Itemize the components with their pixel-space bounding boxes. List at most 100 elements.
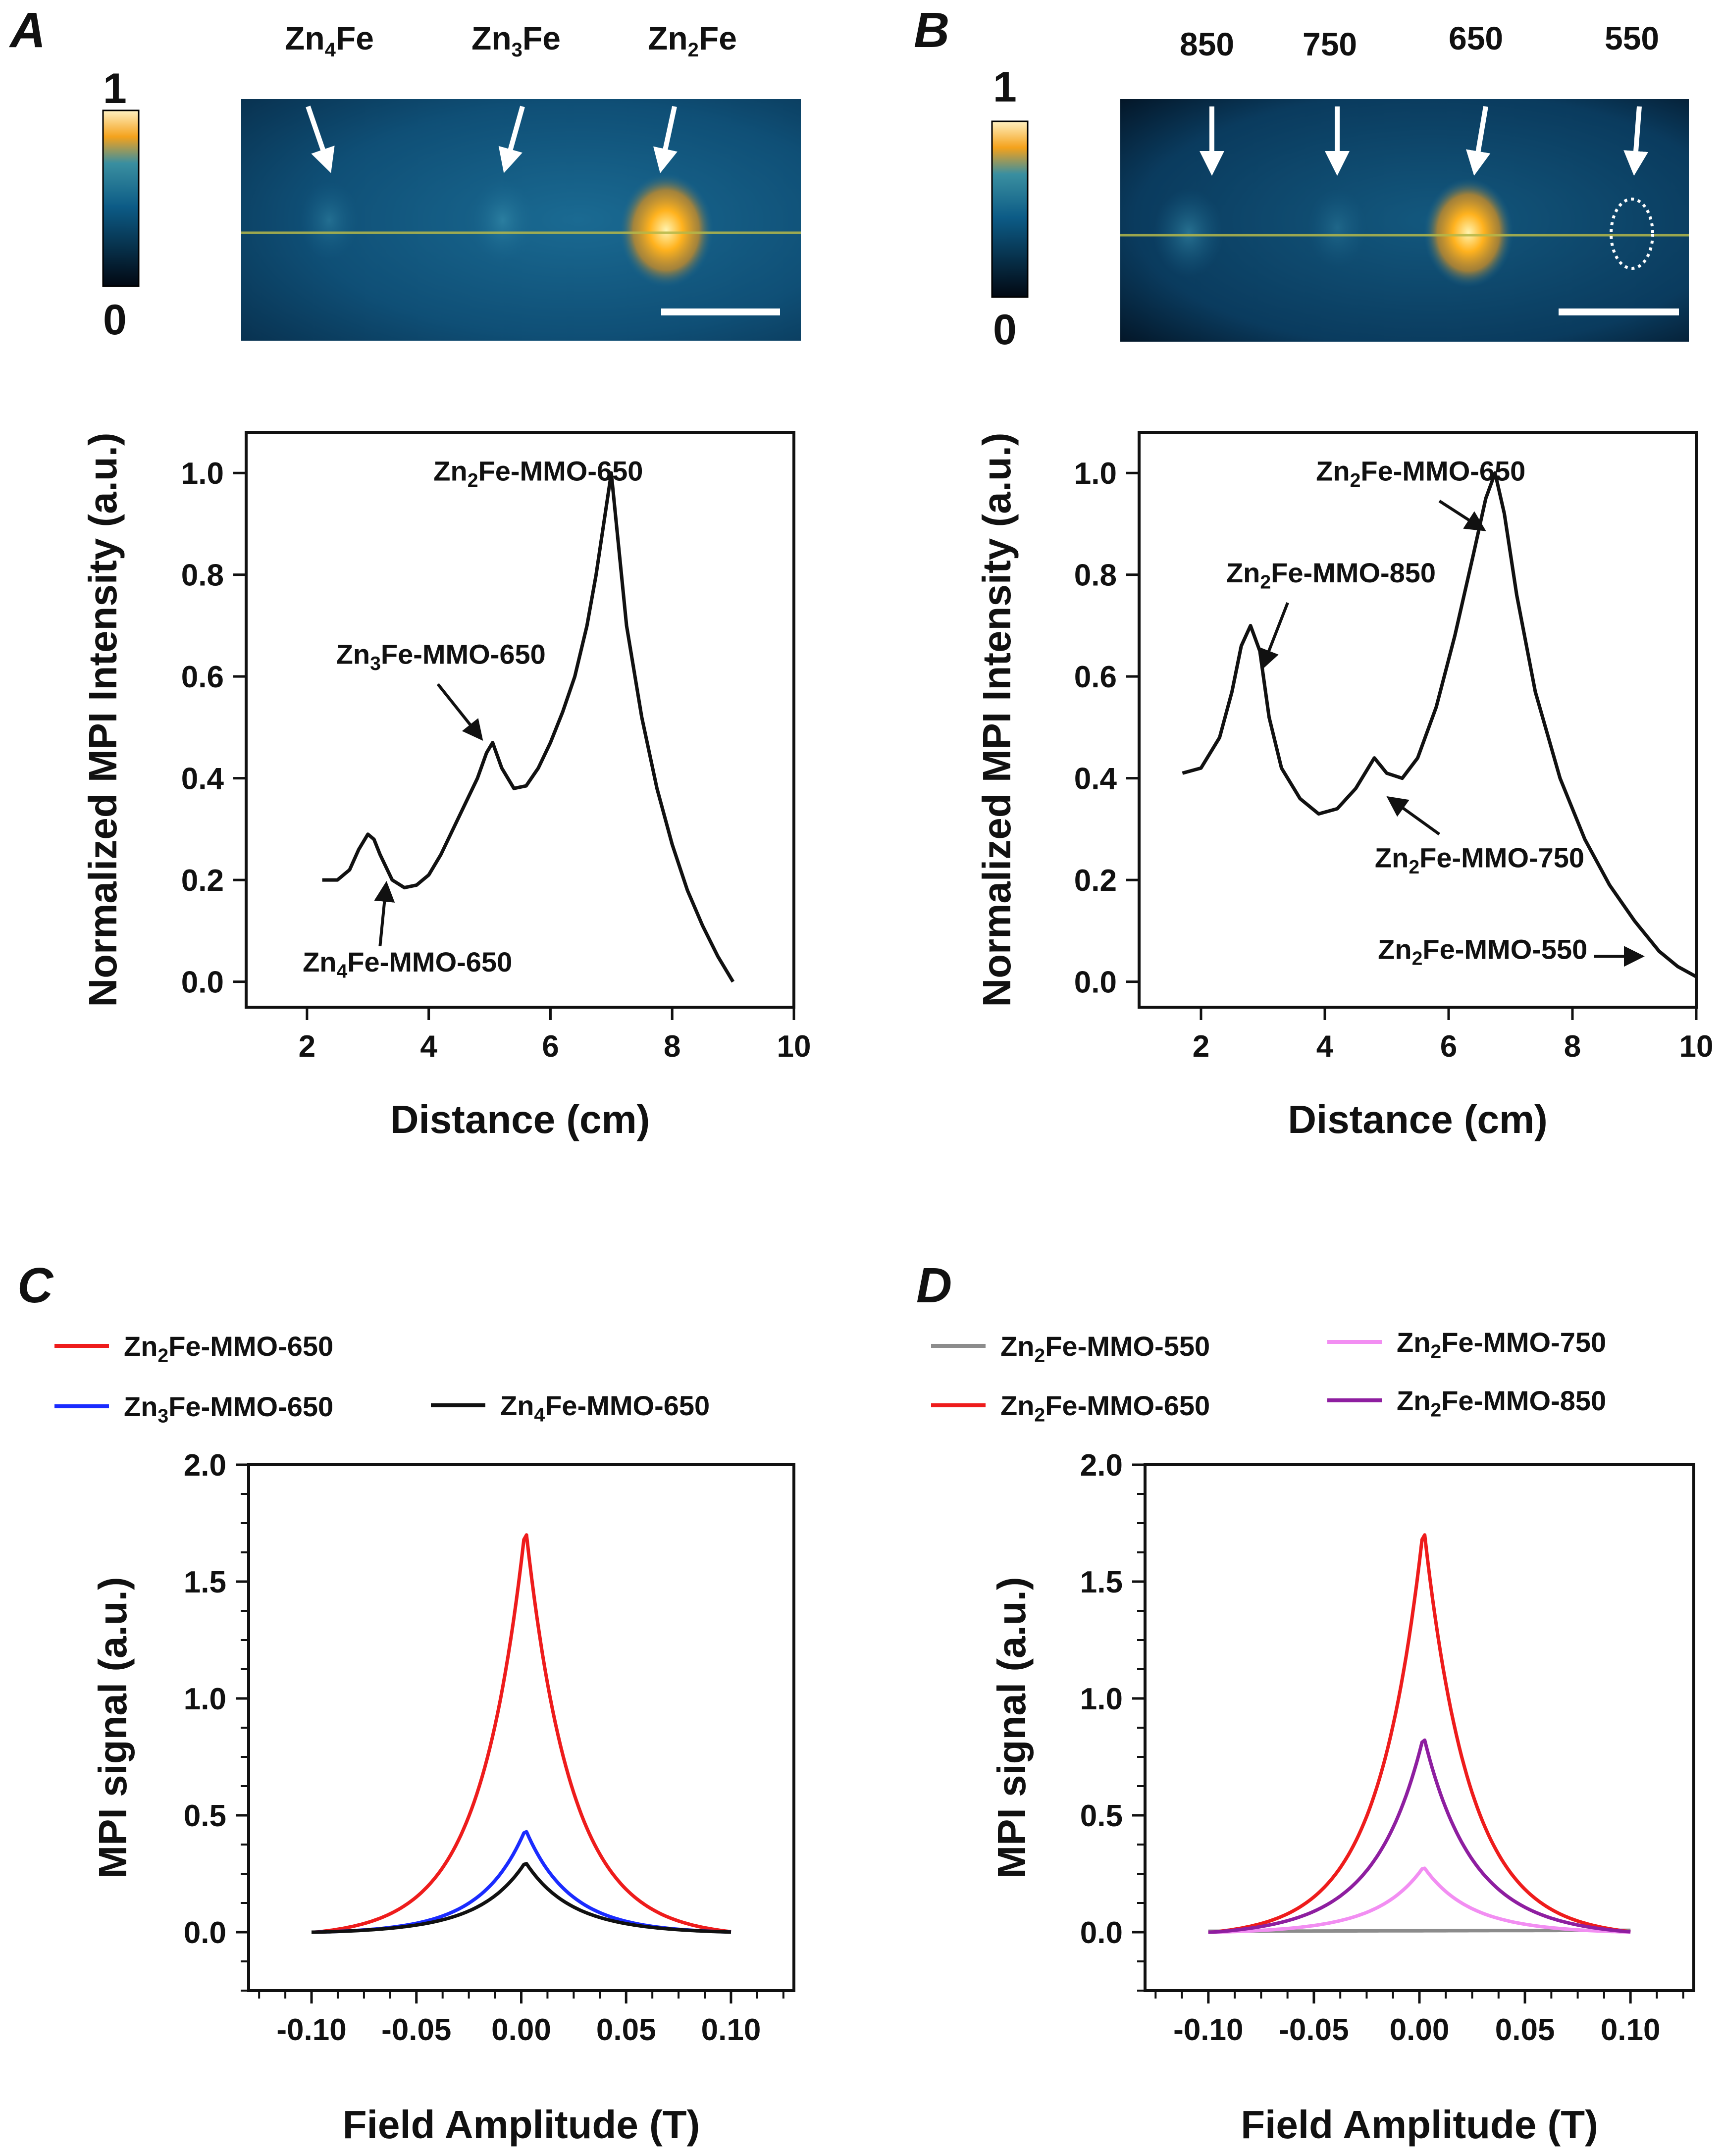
panel-a-image: 1 0 Zn4Fe Zn3Fe Zn2Fe <box>102 20 801 344</box>
annotation-label: Zn2Fe-MMO-550 <box>1378 933 1587 969</box>
y-tick-label: 0.2 <box>1074 864 1117 898</box>
x-axis-title: Field Amplitude (T) <box>1241 2103 1598 2147</box>
mpi-series-line <box>312 1862 731 1934</box>
y-axis-title: Normalized MPI Intensity (a.u.) <box>975 432 1019 1007</box>
legend-label: Zn3Fe-MMO-650 <box>124 1391 333 1427</box>
y-tick-label: 0.6 <box>1074 660 1117 694</box>
plot-frame <box>247 1463 795 1992</box>
y-tick-label: 0.5 <box>1080 1799 1123 1833</box>
plot-frame <box>245 431 795 1009</box>
image-label-zn2fe: Zn2Fe <box>648 20 737 61</box>
y-tick-label: 1.0 <box>1080 1682 1123 1716</box>
x-tick-label: -0.10 <box>276 2013 346 2047</box>
image-label-zn3fe: Zn3Fe <box>471 20 561 61</box>
x-tick-label: -0.10 <box>1173 2013 1243 2047</box>
mpi-series-line <box>1208 1866 1631 1934</box>
image-label-750: 750 <box>1303 26 1357 62</box>
x-tick-label: 0.05 <box>1495 2013 1555 2047</box>
legend-label: Zn4Fe-MMO-650 <box>500 1390 710 1426</box>
image-label-550: 550 <box>1605 20 1659 56</box>
mpi-series-line <box>1208 1738 1631 1934</box>
colorbar-b <box>991 120 1029 298</box>
spot-zn2fe <box>619 173 713 287</box>
annotation-arrow <box>1438 500 1486 531</box>
profile-series-line <box>322 471 735 983</box>
y-tick-label: 1.5 <box>184 1565 226 1599</box>
arrow-650 <box>1466 106 1491 176</box>
y-tick-label: 1.0 <box>181 457 224 491</box>
x-tick-label: 0.10 <box>701 2013 761 2047</box>
y-tick-label: 0.5 <box>184 1799 226 1833</box>
x-tick-label: 10 <box>777 1029 811 1064</box>
chart-A: 2 4 6 8 10 0.0 0.2 0.4 0.6 0.8 1.0 Distance (cm) Nor… <box>81 431 811 1141</box>
chart-B: 2 4 6 8 10 0.0 0.2 0.4 0.6 0.8 1.0 Distance (cm) Nor… <box>975 431 1714 1141</box>
y-axis-title: Normalized MPI Intensity (a.u.) <box>81 432 125 1007</box>
mpi-series-line <box>1208 1928 1631 1933</box>
x-tick-label: 10 <box>1679 1029 1714 1064</box>
annotation-label: Zn2Fe-MMO-650 <box>433 456 643 491</box>
y-tick-label: 0.8 <box>1074 559 1117 593</box>
colorbar-b-min: 0 <box>993 306 1017 354</box>
arrow-zn2fe <box>653 105 678 173</box>
x-tick-label: 0.00 <box>491 2013 551 2047</box>
colorbar-a-min: 0 <box>103 296 127 344</box>
arrow-zn3fe <box>498 105 525 173</box>
y-tick-label: 1.0 <box>1074 457 1117 491</box>
y-tick-label: 0.0 <box>1074 966 1117 1000</box>
annotation-arrow <box>436 683 483 741</box>
annotation-label: Zn4Fe-MMO-650 <box>303 946 512 982</box>
annotation-label: Zn2Fe-MMO-650 <box>1316 456 1525 491</box>
y-tick-label: 0.0 <box>181 966 224 1000</box>
panel-letter-a: A <box>8 2 46 58</box>
chart-C: -0.10 -0.05 0.00 0.05 0.10 0.0 0.5 1.0 1.5 2.0 Fie… <box>54 1331 795 2147</box>
x-tick-label: 6 <box>542 1029 559 1064</box>
y-tick-label: 0.4 <box>181 762 224 796</box>
annotation-label: Zn2Fe-MMO-750 <box>1375 842 1584 877</box>
x-tick-label: -0.05 <box>1279 2013 1349 2047</box>
spot-750 <box>1307 188 1367 267</box>
panel-letter-c: C <box>17 1258 54 1313</box>
annotation-arrow <box>1386 796 1441 836</box>
chart-D: -0.10 -0.05 0.00 0.05 0.10 0.0 0.5 1.0 1.5 2.0 Fie… <box>931 1327 1695 2147</box>
y-tick-label: 1.5 <box>1080 1565 1123 1599</box>
x-tick-label: 8 <box>664 1029 680 1064</box>
x-tick-label: 0.10 <box>1601 2013 1661 2047</box>
spot-650 <box>1424 178 1513 287</box>
x-tick-label: -0.05 <box>381 2013 451 2047</box>
y-tick-label: 1.0 <box>184 1682 226 1716</box>
spot-850 <box>1154 188 1223 277</box>
y-tick-label: 0.4 <box>1074 762 1117 796</box>
x-tick-label: 8 <box>1564 1029 1581 1064</box>
colorbar-a-max: 1 <box>103 65 127 112</box>
plot-frame <box>1138 431 1698 1009</box>
legend-label: Zn2Fe-MMO-650 <box>1000 1390 1210 1426</box>
profile-series-line <box>1182 471 1697 978</box>
annotation-arrow <box>1259 602 1289 670</box>
panel-letter-d: D <box>916 1258 952 1313</box>
x-axis-title: Field Amplitude (T) <box>343 2103 700 2147</box>
x-tick-label: 0.05 <box>596 2013 656 2047</box>
y-tick-label: 0.6 <box>181 660 224 694</box>
colorbar-a <box>102 109 140 287</box>
legend-label: Zn2Fe-MMO-650 <box>124 1331 333 1366</box>
mpi-series-line <box>312 1533 731 1934</box>
image-label-zn4fe: Zn4Fe <box>285 20 374 61</box>
arrow-550 <box>1623 106 1648 176</box>
annotation-arrow <box>374 881 395 947</box>
y-tick-label: 2.0 <box>1080 1448 1123 1483</box>
y-axis-title: MPI signal (a.u.) <box>990 1577 1034 1879</box>
image-label-650: 650 <box>1449 20 1503 56</box>
legend-label: Zn2Fe-MMO-550 <box>1000 1331 1210 1366</box>
panel-b-image: 1 0 850 750 650 550 <box>991 20 1689 354</box>
plot-frame <box>1144 1463 1695 1992</box>
annotation-label: Zn2Fe-MMO-850 <box>1226 557 1436 593</box>
mpi-series-line <box>1208 1533 1631 1934</box>
colorbar-b-max: 1 <box>993 63 1017 111</box>
spot-zn4fe <box>300 181 359 260</box>
x-tick-label: 6 <box>1440 1029 1457 1064</box>
y-tick-label: 2.0 <box>184 1448 226 1483</box>
charts: 2 4 6 8 10 0.0 0.2 0.4 0.6 0.8 1.0 Distance (cm) Nor… <box>54 431 1714 2147</box>
legend-label: Zn2Fe-MMO-750 <box>1397 1327 1606 1362</box>
panel-letter-b: B <box>914 2 949 58</box>
